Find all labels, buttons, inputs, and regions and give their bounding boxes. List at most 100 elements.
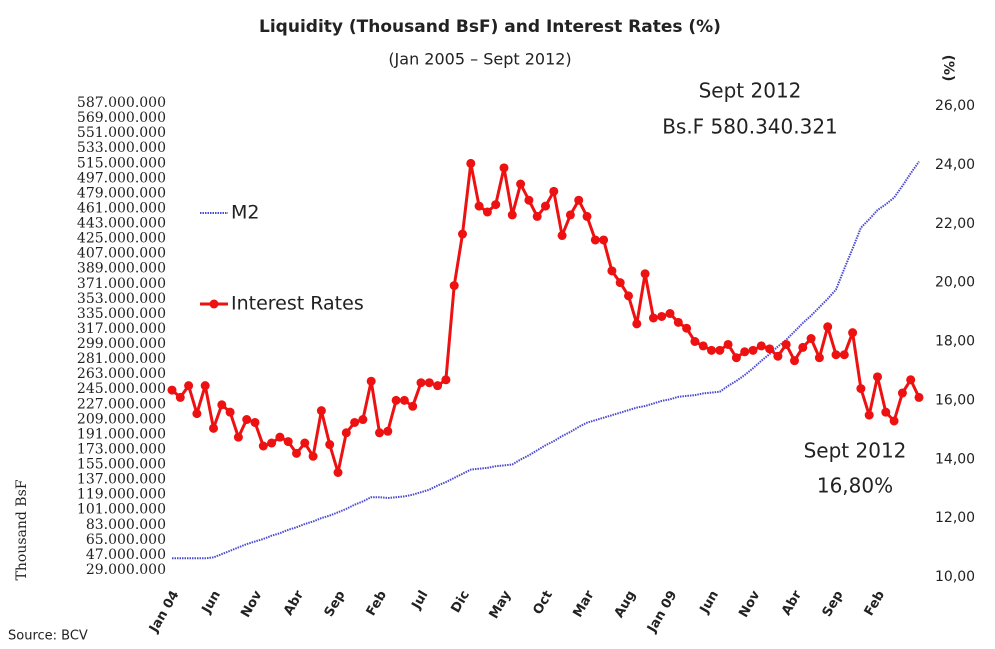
point (632, 319, 642, 329)
point (607, 266, 617, 276)
point (698, 341, 708, 351)
y-tick-label: 551.000.000 (77, 125, 166, 141)
y2-tick-label: 18,00 (935, 334, 975, 350)
source: Source: BCV (8, 629, 88, 644)
point (333, 467, 343, 477)
annotation: Sept 2012 (804, 439, 907, 463)
point (300, 438, 310, 448)
point (790, 356, 799, 366)
annotation: 16,80% (817, 474, 893, 498)
point (341, 428, 351, 438)
point (657, 311, 667, 321)
x-tick-label: Abr (281, 588, 307, 618)
y-tick-label: 479.000.000 (77, 185, 166, 201)
y-tick-label: 245.000.000 (77, 381, 166, 397)
x-tick-label: Abr (779, 588, 805, 618)
point (250, 417, 260, 427)
point (541, 201, 550, 211)
point (731, 353, 741, 363)
y-tick-label: 371.000.000 (77, 276, 166, 292)
point (565, 210, 575, 220)
chart-subtitle: (Jan 2005 – Sept 2012) (388, 50, 571, 69)
point (482, 207, 492, 217)
y-tick-label: 335.000.000 (77, 306, 166, 322)
point (358, 415, 368, 425)
point (756, 341, 766, 351)
point (375, 428, 384, 438)
point (466, 158, 476, 168)
annotation: Bs.F 580.340.321 (662, 115, 838, 139)
x-tick-label: Feb (364, 588, 390, 618)
y-tick-label: 83.000.000 (86, 517, 166, 533)
point (673, 317, 683, 327)
point (391, 395, 401, 405)
point (267, 438, 277, 448)
point (715, 345, 725, 355)
point (167, 385, 177, 395)
point (914, 392, 924, 402)
x-tick-label: Nov (736, 588, 763, 620)
point (640, 269, 650, 279)
point (906, 375, 916, 385)
point (283, 437, 293, 447)
point (209, 423, 218, 433)
point (524, 195, 534, 205)
y2-tick-label: 20,00 (935, 275, 975, 291)
point (823, 322, 833, 332)
y-tick-label: 101.000.000 (77, 502, 166, 518)
point (615, 278, 625, 288)
x-tick-label: Sep (322, 588, 349, 619)
point (383, 426, 393, 436)
point (765, 344, 775, 354)
point (773, 351, 783, 361)
point (690, 337, 700, 346)
y-tick-label: 497.000.000 (77, 170, 166, 186)
point (366, 376, 376, 386)
x-tick-label: Feb (862, 588, 888, 618)
x-tick-label: May (487, 588, 515, 622)
point (449, 281, 459, 291)
point (217, 400, 227, 410)
point (740, 347, 750, 357)
y-tick-label: 533.000.000 (77, 140, 166, 156)
point (574, 195, 584, 205)
point (233, 432, 243, 442)
series-line (172, 161, 920, 560)
x-tick-label: Jun (697, 588, 722, 617)
point (557, 231, 567, 241)
point (491, 200, 501, 210)
x-tick-label: Mar (570, 588, 597, 620)
x-tick-label: Oct (531, 588, 556, 617)
y2-tick-label: 10,00 (935, 569, 975, 585)
x-tick-label: Jun (199, 588, 224, 617)
y-tick-label: 443.000.000 (77, 216, 166, 232)
y-tick-label: 191.000.000 (77, 426, 166, 442)
y-tick-label: 515.000.000 (77, 155, 166, 171)
legend-marker (209, 299, 219, 309)
point (682, 323, 692, 333)
y-tick-label: 587.000.000 (77, 95, 166, 111)
point (831, 350, 841, 360)
point (648, 313, 658, 323)
y2-axis-label: (%) (940, 55, 956, 82)
y-tick-label: 29.000.000 (86, 562, 166, 578)
point (225, 407, 235, 417)
point (433, 381, 443, 391)
point (350, 417, 360, 427)
point (507, 210, 517, 220)
point (723, 339, 733, 349)
point (408, 401, 418, 411)
x-tick-label: Jan 04 (146, 588, 182, 636)
point (665, 309, 675, 319)
y2-tick-label: 14,00 (935, 451, 975, 467)
point (814, 353, 824, 363)
y-tick-label: 173.000.000 (77, 441, 166, 457)
y-tick-label: 425.000.000 (77, 231, 166, 247)
point (458, 229, 467, 239)
y-tick-label: 461.000.000 (77, 200, 166, 216)
point (549, 186, 559, 196)
x-tick-label: Dic (449, 588, 473, 615)
point (889, 416, 899, 426)
point (848, 328, 858, 338)
point (399, 395, 409, 405)
